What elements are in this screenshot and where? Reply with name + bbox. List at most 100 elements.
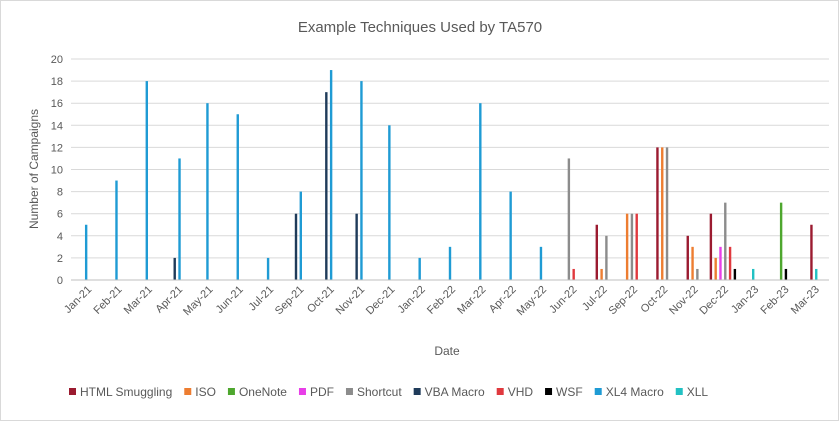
bar [509, 191, 512, 280]
bar [630, 213, 634, 280]
x-tick-label: Mar-23 [789, 284, 822, 317]
bar [329, 70, 333, 280]
bar [696, 268, 699, 280]
bar [448, 246, 452, 280]
legend-swatch [184, 388, 192, 395]
bar [779, 202, 783, 280]
bar [388, 125, 391, 280]
legend-label: VHD [508, 385, 534, 399]
y-axis-title: Number of Campaigns [27, 109, 41, 229]
legend-item: Shortcut [345, 385, 402, 399]
legend-swatch [496, 388, 504, 395]
bar [173, 257, 176, 280]
bar [810, 224, 813, 280]
bar [206, 103, 209, 280]
x-tick-label: Feb-22 [425, 284, 458, 317]
legend-item: VBA Macro [413, 385, 485, 399]
legend-label: VBA Macro [425, 385, 485, 399]
legend-label: OneNote [239, 385, 287, 399]
bar [266, 257, 270, 280]
y-tick-label: 8 [57, 187, 63, 199]
legend-swatch [345, 388, 353, 395]
legend-swatch [298, 388, 306, 395]
x-tick-label: Jun-22 [547, 284, 579, 316]
x-tick-label: May-22 [515, 284, 549, 318]
legend-item: HTML Smuggling [69, 385, 172, 399]
x-tick-label: Jan-23 [729, 284, 761, 316]
bar [325, 92, 328, 281]
x-tick-label: May-21 [181, 284, 215, 318]
x-tick-label: Dec-22 [697, 284, 731, 318]
bar [724, 202, 727, 280]
y-tick-label: 6 [57, 209, 63, 221]
x-tick-label: Jan-21 [62, 284, 94, 316]
legend-swatch [413, 388, 421, 395]
x-tick-label: Dec-21 [364, 284, 398, 318]
bar [299, 191, 302, 280]
legend-label: Shortcut [357, 385, 402, 399]
bar [635, 213, 638, 280]
legend-swatch [675, 388, 683, 395]
legend-swatch [545, 388, 553, 395]
x-tick-label: Oct-22 [639, 284, 671, 316]
bar [815, 268, 818, 280]
legend-label: WSF [556, 385, 583, 399]
chart-title: Example Techniques Used by TA570 [298, 19, 542, 36]
x-tick-label: Jan-22 [396, 284, 428, 316]
legend-swatch [69, 388, 76, 395]
bar [728, 246, 732, 280]
bar [115, 180, 118, 280]
x-tick-label: Mar-21 [122, 284, 155, 317]
x-axis-title: Date [434, 344, 460, 358]
bar [656, 147, 659, 280]
bar [661, 147, 664, 280]
y-tick-label: 10 [51, 165, 63, 177]
bar [539, 246, 543, 280]
x-tick-label: Feb-23 [759, 284, 792, 317]
bar [733, 268, 737, 280]
legend: HTML Smuggling ISO OneNote PDF Shortcut VBA M… [69, 385, 708, 399]
bar [294, 213, 298, 280]
bar [236, 114, 239, 280]
x-tick-label: Mar-22 [455, 284, 488, 317]
x-tick-label: Nov-22 [667, 284, 701, 318]
legend-item: ISO [184, 385, 216, 399]
x-tick-label: Feb-21 [91, 284, 124, 317]
bar [625, 213, 629, 280]
legend-item: OneNote [227, 385, 287, 399]
legend-item: PDF [298, 385, 334, 399]
bar [784, 268, 788, 280]
x-tick-label: Nov-21 [334, 284, 368, 318]
bar [714, 257, 717, 280]
x-tick-label: Sep-22 [606, 284, 640, 318]
bar [665, 147, 669, 280]
bar [709, 213, 713, 280]
legend-label: PDF [310, 385, 334, 399]
y-tick-label: 0 [57, 275, 63, 287]
legend-item: VHD [496, 385, 534, 399]
x-tick-label: Apr-22 [487, 284, 519, 316]
legend-swatch [227, 388, 235, 395]
bar [145, 81, 148, 280]
legend-item: XLL [675, 385, 709, 399]
bar [691, 246, 694, 280]
bar [418, 257, 421, 280]
gridlines [71, 58, 829, 259]
y-tick-label: 16 [51, 98, 63, 110]
x-tick-label: Sep-21 [273, 284, 307, 318]
legend-label: HTML Smuggling [80, 385, 172, 399]
x-tick-label: Jun-21 [214, 284, 246, 316]
bar [752, 268, 755, 280]
x-tick-label: Oct-21 [305, 284, 337, 316]
bar [178, 158, 181, 280]
legend-item: XL4 Macro [594, 385, 664, 399]
bar [572, 268, 575, 280]
bar [595, 224, 598, 280]
bar [355, 213, 358, 280]
y-tick-label: 20 [51, 54, 63, 66]
legend-label: XL4 Macro [606, 385, 664, 399]
y-axis-ticks: 0 2 4 6 8 10 12 14 16 18 20 [51, 54, 63, 287]
legend-label: XLL [687, 385, 709, 399]
